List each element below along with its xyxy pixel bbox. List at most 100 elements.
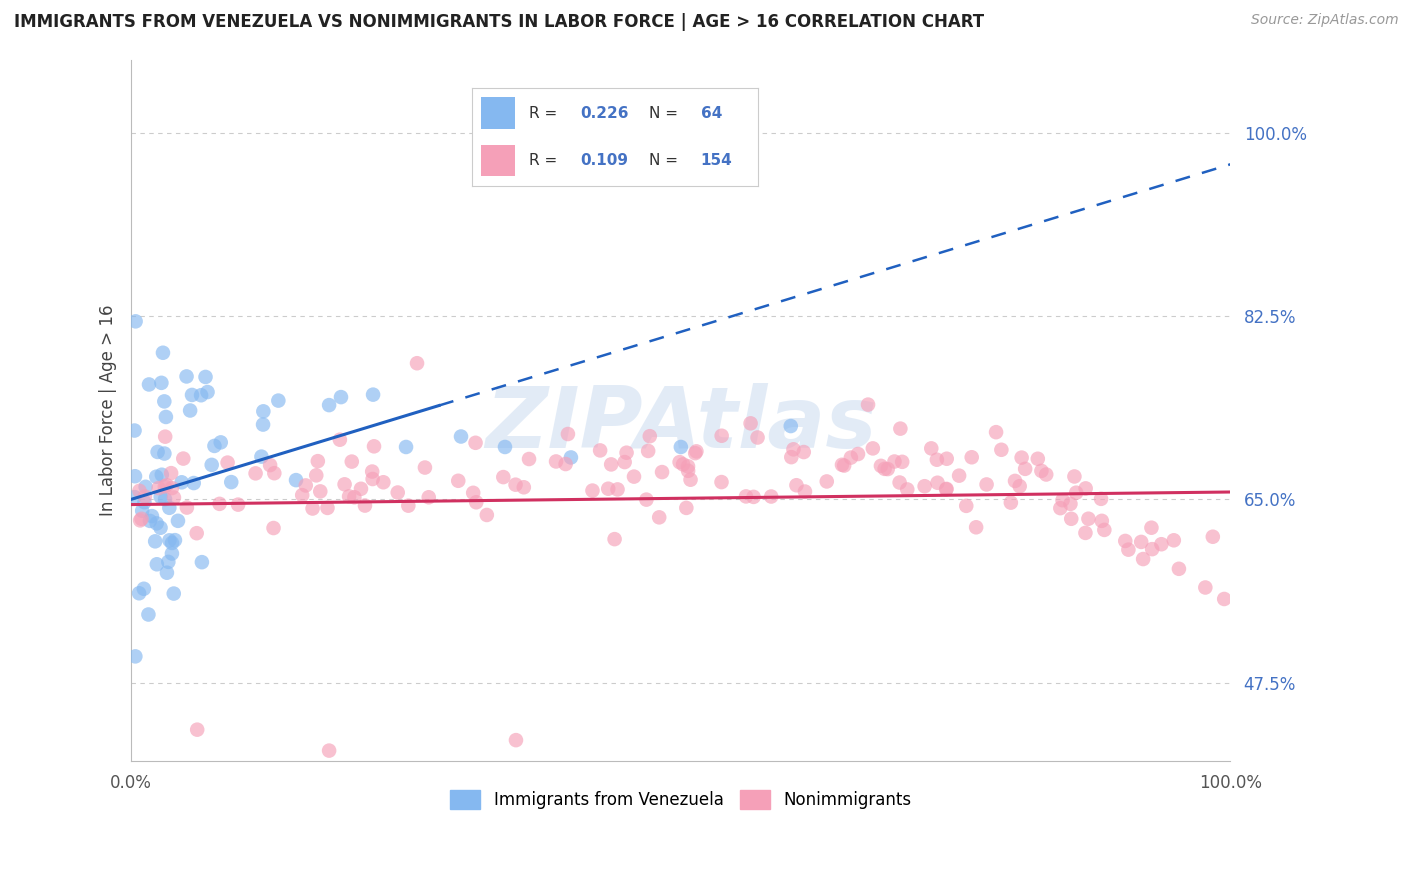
Point	[896, 483, 918, 497]
Point	[742, 490, 765, 504]
Point	[160, 466, 183, 480]
Point	[1064, 485, 1087, 500]
Point	[465, 495, 488, 509]
Point	[155, 409, 177, 424]
Point	[1092, 523, 1115, 537]
Point	[197, 385, 219, 400]
Point	[589, 443, 612, 458]
Point	[1011, 450, 1033, 465]
Point	[976, 477, 998, 491]
Point	[1074, 482, 1097, 496]
Point	[291, 488, 314, 502]
Point	[354, 499, 377, 513]
Point	[870, 458, 893, 473]
Point	[1140, 542, 1163, 557]
Point	[217, 456, 239, 470]
Point	[920, 442, 942, 456]
Point	[318, 743, 340, 757]
Point	[1194, 581, 1216, 595]
Point	[263, 521, 285, 535]
Point	[163, 586, 186, 600]
Point	[252, 404, 274, 418]
Point	[170, 475, 193, 490]
Point	[316, 500, 339, 515]
Point	[735, 490, 758, 504]
Point	[960, 450, 983, 465]
Point	[330, 390, 353, 404]
Point	[925, 452, 948, 467]
Point	[183, 476, 205, 491]
Point	[163, 533, 186, 548]
Point	[131, 504, 153, 518]
Point	[146, 558, 169, 572]
Point	[1063, 469, 1085, 483]
Point	[156, 566, 179, 580]
Point	[600, 458, 623, 472]
Point	[685, 444, 707, 458]
Point	[747, 430, 769, 444]
Point	[793, 445, 815, 459]
Point	[160, 536, 183, 550]
Point	[606, 483, 628, 497]
Point	[143, 534, 166, 549]
Point	[413, 460, 436, 475]
Point	[450, 429, 472, 443]
Point	[873, 462, 896, 476]
Point	[779, 419, 801, 434]
Point	[1052, 493, 1074, 508]
Point	[209, 435, 232, 450]
Point	[190, 388, 212, 402]
Point	[131, 512, 153, 526]
Point	[181, 388, 204, 402]
Point	[544, 454, 567, 468]
Point	[581, 483, 603, 498]
Point	[160, 481, 183, 495]
Point	[494, 440, 516, 454]
Point	[889, 422, 911, 436]
Point	[153, 479, 176, 493]
Point	[387, 485, 409, 500]
Point	[710, 475, 733, 489]
Point	[965, 520, 987, 534]
Point	[955, 499, 977, 513]
Point	[134, 490, 156, 504]
Point	[373, 475, 395, 490]
Point	[876, 462, 898, 476]
Point	[679, 473, 702, 487]
Text: IMMIGRANTS FROM VENEZUELA VS NONIMMIGRANTS IN LABOR FORCE | AGE > 16 CORRELATION: IMMIGRANTS FROM VENEZUELA VS NONIMMIGRAN…	[14, 13, 984, 31]
Point	[672, 458, 695, 472]
Point	[648, 510, 671, 524]
Point	[1049, 501, 1071, 516]
Point	[1140, 521, 1163, 535]
Point	[1026, 451, 1049, 466]
Point	[418, 490, 440, 504]
Point	[191, 555, 214, 569]
Point	[149, 490, 172, 504]
Point	[1163, 533, 1185, 548]
Text: Source: ZipAtlas.com: Source: ZipAtlas.com	[1251, 13, 1399, 28]
Point	[1202, 530, 1225, 544]
Point	[250, 450, 273, 464]
Point	[475, 508, 498, 522]
Text: ZIPAtlas: ZIPAtlas	[485, 383, 877, 466]
Point	[252, 417, 274, 432]
Point	[675, 500, 697, 515]
Point	[124, 424, 146, 438]
Point	[914, 479, 936, 493]
Point	[309, 484, 332, 499]
Point	[163, 491, 186, 505]
Point	[676, 464, 699, 478]
Point	[492, 470, 515, 484]
Point	[862, 442, 884, 456]
Point	[1077, 512, 1099, 526]
Point	[159, 533, 181, 548]
Point	[831, 458, 853, 472]
Point	[927, 475, 949, 490]
Point	[157, 500, 180, 515]
Point	[124, 314, 146, 328]
Point	[782, 442, 804, 457]
Point	[294, 478, 316, 492]
Point	[285, 473, 308, 487]
Point	[1150, 537, 1173, 551]
Point	[1132, 552, 1154, 566]
